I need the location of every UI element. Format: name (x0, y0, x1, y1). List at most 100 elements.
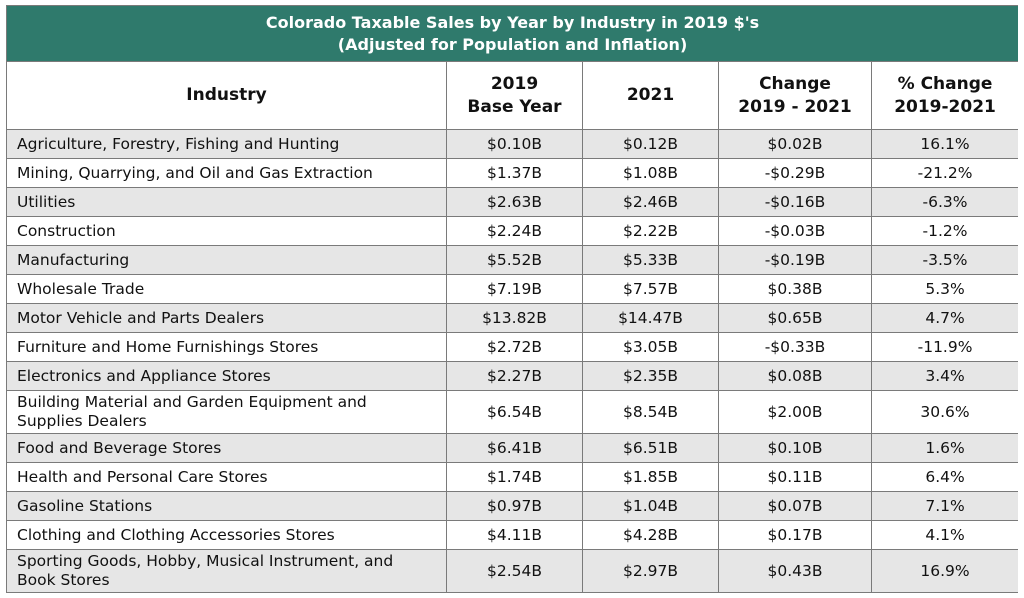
change-cell: $0.43B (718, 549, 872, 593)
table-row: Gasoline Stations $0.97B $1.04B $0.07B 7… (6, 491, 1018, 521)
year-2021-cell: $4.28B (582, 520, 719, 550)
pct-change-cell: -3.5% (870, 245, 1018, 275)
header-change: Change 2019 - 2021 (718, 61, 872, 130)
year-2021-cell: $14.47B (582, 303, 719, 333)
pct-change-cell: -21.2% (870, 158, 1018, 188)
industry-cell: Gasoline Stations (6, 491, 447, 521)
industry-cell: Building Material and Garden Equipment a… (6, 390, 447, 434)
change-cell: -$0.16B (718, 187, 872, 217)
pct-change-cell: 3.4% (870, 361, 1018, 391)
industry-cell: Wholesale Trade (6, 274, 447, 304)
table-row: Agriculture, Forestry, Fishing and Hunti… (6, 129, 1018, 159)
base-year-cell: $2.24B (446, 216, 583, 246)
header-base-year-line2: Base Year (467, 96, 562, 117)
year-2021-cell: $3.05B (582, 332, 719, 362)
industry-cell: Food and Beverage Stores (6, 433, 447, 463)
industry-cell: Motor Vehicle and Parts Dealers (6, 303, 447, 333)
pct-change-cell: 5.3% (870, 274, 1018, 304)
change-cell: -$0.33B (718, 332, 872, 362)
base-year-cell: $2.54B (446, 549, 583, 593)
header-industry: Industry (6, 61, 447, 130)
base-year-cell: $6.41B (446, 433, 583, 463)
table-row: Health and Personal Care Stores $1.74B $… (6, 462, 1018, 492)
pct-change-cell: 1.6% (870, 433, 1018, 463)
base-year-cell: $5.52B (446, 245, 583, 275)
year-2021-cell: $5.33B (582, 245, 719, 275)
table-row: Electronics and Appliance Stores $2.27B … (6, 361, 1018, 391)
table-title: Colorado Taxable Sales by Year by Indust… (6, 5, 1018, 62)
year-2021-cell: $1.08B (582, 158, 719, 188)
industry-cell: Electronics and Appliance Stores (6, 361, 447, 391)
header-pct-change-line1: % Change (897, 73, 993, 94)
table-row: Furniture and Home Furnishings Stores $2… (6, 332, 1018, 362)
industry-cell: Furniture and Home Furnishings Stores (6, 332, 447, 362)
pct-change-cell: 7.1% (870, 491, 1018, 521)
industry-cell: Health and Personal Care Stores (6, 462, 447, 492)
year-2021-cell: $6.51B (582, 433, 719, 463)
table-container: Colorado Taxable Sales by Year by Indust… (6, 5, 1018, 594)
table-row: Manufacturing $5.52B $5.33B -$0.19B -3.5… (6, 245, 1018, 275)
change-cell: $0.11B (718, 462, 872, 492)
header-2021: 2021 (582, 61, 719, 130)
header-change-line2: 2019 - 2021 (738, 96, 852, 117)
base-year-cell: $1.37B (446, 158, 583, 188)
change-cell: $0.17B (718, 520, 872, 550)
change-cell: $2.00B (718, 390, 872, 434)
year-2021-cell: $1.04B (582, 491, 719, 521)
pct-change-cell: 30.6% (870, 390, 1018, 434)
header-row: Industry 2019 Base Year 2021 Change 2019… (6, 61, 1018, 130)
change-cell: -$0.19B (718, 245, 872, 275)
industry-cell: Manufacturing (6, 245, 447, 275)
base-year-cell: $2.72B (446, 332, 583, 362)
table-row: Wholesale Trade $7.19B $7.57B $0.38B 5.3… (6, 274, 1018, 304)
header-base-year-line1: 2019 (490, 73, 539, 94)
base-year-cell: $2.63B (446, 187, 583, 217)
table-row: Clothing and Clothing Accessories Stores… (6, 520, 1018, 550)
year-2021-cell: $2.35B (582, 361, 719, 391)
year-2021-cell: $1.85B (582, 462, 719, 492)
pct-change-cell: -11.9% (870, 332, 1018, 362)
industry-cell: Sporting Goods, Hobby, Musical Instrumen… (6, 549, 447, 593)
change-cell: $0.38B (718, 274, 872, 304)
table-title-line1: Colorado Taxable Sales by Year by Indust… (265, 12, 760, 32)
base-year-cell: $2.27B (446, 361, 583, 391)
header-base-year: 2019 Base Year (446, 61, 583, 130)
table-row: Construction $2.24B $2.22B -$0.03B -1.2% (6, 216, 1018, 246)
table-row: Food and Beverage Stores $6.41B $6.51B $… (6, 433, 1018, 463)
header-pct-change: % Change 2019-2021 (870, 61, 1018, 130)
base-year-cell: $13.82B (446, 303, 583, 333)
header-change-line1: Change (759, 73, 831, 94)
year-2021-cell: $2.22B (582, 216, 719, 246)
change-cell: $0.08B (718, 361, 872, 391)
base-year-cell: $0.10B (446, 129, 583, 159)
year-2021-cell: $8.54B (582, 390, 719, 434)
base-year-cell: $1.74B (446, 462, 583, 492)
industry-cell-line1: Sporting Goods, Hobby, Musical Instrumen… (17, 552, 394, 570)
table-title-line2: (Adjusted for Population and Inflation) (337, 34, 688, 54)
change-cell: $0.10B (718, 433, 872, 463)
industry-cell: Agriculture, Forestry, Fishing and Hunti… (6, 129, 447, 159)
table-row: Motor Vehicle and Parts Dealers $13.82B … (6, 303, 1018, 333)
base-year-cell: $4.11B (446, 520, 583, 550)
year-2021-cell: $0.12B (582, 129, 719, 159)
change-cell: $0.02B (718, 129, 872, 159)
pct-change-cell: 4.1% (870, 520, 1018, 550)
year-2021-cell: $2.46B (582, 187, 719, 217)
taxable-sales-table: Colorado Taxable Sales by Year by Indust… (6, 5, 1018, 593)
industry-cell: Construction (6, 216, 447, 246)
industry-cell-line1: Building Material and Garden Equipment a… (17, 393, 367, 411)
table-row: Utilities $2.63B $2.46B -$0.16B -6.3% (6, 187, 1018, 217)
pct-change-cell: -1.2% (870, 216, 1018, 246)
industry-cell: Mining, Quarrying, and Oil and Gas Extra… (6, 158, 447, 188)
pct-change-cell: 16.9% (870, 549, 1018, 593)
change-cell: -$0.03B (718, 216, 872, 246)
industry-cell-line2: Book Stores (17, 571, 110, 589)
base-year-cell: $6.54B (446, 390, 583, 434)
change-cell: $0.65B (718, 303, 872, 333)
base-year-cell: $0.97B (446, 491, 583, 521)
year-2021-cell: $2.97B (582, 549, 719, 593)
change-cell: -$0.29B (718, 158, 872, 188)
change-cell: $0.07B (718, 491, 872, 521)
industry-cell-line2: Supplies Dealers (17, 412, 147, 430)
industry-cell: Clothing and Clothing Accessories Stores (6, 520, 447, 550)
